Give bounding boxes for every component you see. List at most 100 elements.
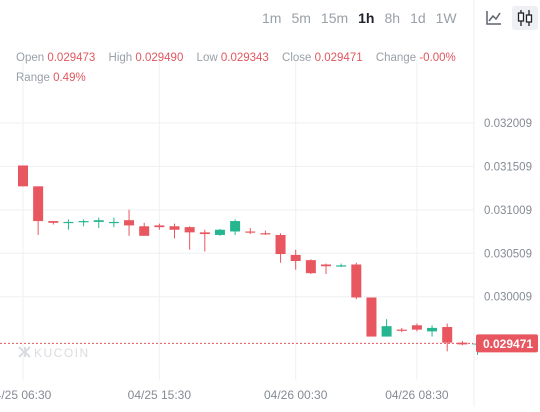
interval-1w[interactable]: 1W bbox=[435, 10, 457, 26]
candle-body bbox=[411, 325, 422, 330]
range-label: Range bbox=[16, 72, 50, 84]
candle-body bbox=[169, 226, 180, 230]
candle-body bbox=[33, 186, 44, 222]
change-value: -0.00% bbox=[419, 52, 456, 64]
candle-body bbox=[18, 165, 28, 187]
x-tick-label: 04/25 15:30 bbox=[128, 388, 192, 402]
candle[interactable] bbox=[93, 217, 104, 229]
candle-body bbox=[139, 226, 150, 236]
kucoin-logo-icon bbox=[18, 346, 31, 358]
candle[interactable] bbox=[351, 262, 362, 300]
candle-body bbox=[351, 264, 362, 298]
candle[interactable] bbox=[381, 319, 392, 337]
candle-body bbox=[124, 220, 135, 226]
candle-body bbox=[184, 227, 195, 233]
candle[interactable] bbox=[184, 226, 195, 250]
candle[interactable] bbox=[18, 165, 28, 187]
candle[interactable] bbox=[396, 327, 407, 333]
watermark: KUCOIN bbox=[18, 346, 90, 360]
candle[interactable] bbox=[290, 249, 301, 270]
watermark-text: KUCOIN bbox=[34, 346, 90, 360]
low-label: Low bbox=[196, 52, 218, 64]
interval-1m[interactable]: 1m bbox=[262, 10, 282, 26]
y-axis: 0.032009 0.031509 0.031009 0.030509 0.030009 bbox=[473, 0, 532, 407]
open-value: 0.029473 bbox=[47, 52, 96, 64]
ohlc-info: Open 0.029473 High 0.029490 Low 0.029343… bbox=[16, 48, 466, 88]
candlestick-icon bbox=[517, 10, 533, 26]
candle-body bbox=[108, 221, 119, 224]
candle[interactable] bbox=[108, 217, 119, 228]
ohlc-row-1: Open 0.029473 High 0.029490 Low 0.029343… bbox=[16, 48, 466, 68]
y-tick-label: 0.032009 bbox=[484, 118, 532, 130]
candle[interactable] bbox=[124, 209, 135, 236]
candle[interactable] bbox=[305, 259, 316, 275]
candle[interactable] bbox=[275, 233, 286, 263]
interval-1d[interactable]: 1d bbox=[410, 10, 426, 26]
candle[interactable] bbox=[78, 219, 89, 227]
interval-1h[interactable]: 1h bbox=[358, 10, 375, 26]
x-tick-label: 4/25 06:30 bbox=[0, 388, 52, 402]
candle-body bbox=[381, 326, 392, 337]
x-tick-label: 04/26 00:30 bbox=[264, 388, 328, 402]
candle-body bbox=[48, 221, 59, 223]
candle-body bbox=[442, 327, 453, 343]
range-value: 0.49% bbox=[53, 72, 86, 84]
line-chart-button[interactable] bbox=[481, 6, 507, 30]
candlestick-button[interactable] bbox=[512, 6, 538, 30]
high-value: 0.029490 bbox=[135, 52, 184, 64]
candle-body bbox=[396, 329, 407, 331]
candle-body bbox=[230, 221, 241, 232]
candle[interactable] bbox=[199, 229, 210, 252]
candle[interactable] bbox=[411, 323, 422, 332]
high-label: High bbox=[108, 52, 133, 64]
change-label: Change bbox=[375, 52, 417, 64]
x-axis: 4/25 06:30 04/25 15:30 04/26 00:30 04/26 08… bbox=[0, 388, 449, 402]
candle-body bbox=[78, 221, 89, 223]
candle[interactable] bbox=[48, 221, 59, 225]
toolbar: 1m 5m 15m 1h 8h 1d 1W bbox=[250, 6, 540, 30]
last-price-line: 0.029471 bbox=[0, 334, 538, 353]
y-tick-label: 0.030009 bbox=[484, 292, 532, 304]
low-value: 0.029343 bbox=[220, 52, 269, 64]
interval-15m[interactable]: 15m bbox=[320, 10, 349, 26]
candle[interactable] bbox=[245, 228, 256, 235]
candle-body bbox=[427, 327, 438, 332]
candle-body bbox=[321, 264, 331, 267]
candle-body bbox=[154, 225, 165, 228]
candle-body bbox=[457, 342, 468, 345]
candle[interactable] bbox=[154, 223, 165, 230]
candle[interactable] bbox=[260, 230, 271, 235]
candle[interactable] bbox=[442, 323, 453, 352]
interval-8h[interactable]: 8h bbox=[384, 10, 401, 26]
candle[interactable] bbox=[321, 263, 331, 275]
candle-body bbox=[245, 231, 256, 233]
candle-body bbox=[366, 297, 377, 337]
y-tick-label: 0.031009 bbox=[484, 205, 532, 217]
candles bbox=[18, 165, 483, 355]
candle[interactable] bbox=[366, 297, 377, 337]
open-label: Open bbox=[16, 52, 45, 64]
candle[interactable] bbox=[230, 219, 241, 235]
interval-selector: 1m 5m 15m 1h 8h 1d 1W bbox=[257, 7, 462, 29]
line-chart-icon bbox=[486, 11, 501, 25]
candle[interactable] bbox=[139, 222, 150, 236]
y-tick-label: 0.030509 bbox=[484, 248, 532, 260]
last-price-tag bbox=[476, 334, 538, 353]
candle[interactable] bbox=[63, 219, 74, 230]
candle[interactable] bbox=[336, 263, 347, 268]
candle-body bbox=[305, 260, 316, 274]
interval-5m[interactable]: 5m bbox=[291, 10, 311, 26]
candle[interactable] bbox=[427, 325, 438, 337]
close-value: 0.029471 bbox=[314, 52, 363, 64]
grid-lines bbox=[0, 60, 474, 380]
last-price-label: 0.029471 bbox=[483, 337, 533, 351]
candle[interactable] bbox=[214, 228, 225, 236]
candle[interactable] bbox=[169, 223, 180, 239]
candle[interactable] bbox=[33, 186, 44, 235]
candle[interactable] bbox=[457, 340, 468, 346]
candle-body bbox=[214, 229, 225, 235]
candle-body bbox=[275, 234, 286, 255]
candle-body bbox=[260, 233, 271, 235]
